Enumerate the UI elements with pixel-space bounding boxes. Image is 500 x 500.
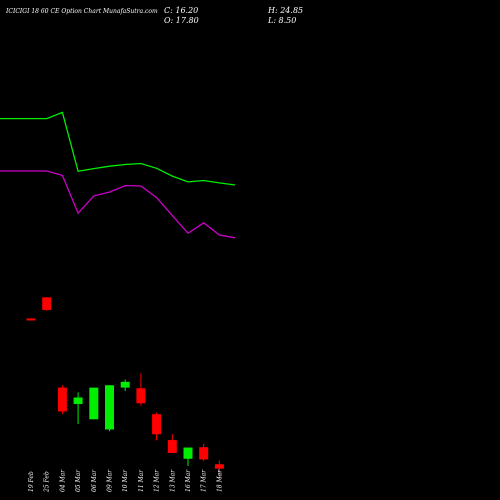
low-value: L: 8.50 xyxy=(268,16,297,25)
chart-title: ICICIGI 18 60 CE Option Chart MunafaSutr… xyxy=(6,8,158,15)
high-value: H: 24.85 xyxy=(268,6,304,15)
x-tick-label: 10 Mar xyxy=(122,469,129,492)
x-tick-label: 25 Feb xyxy=(44,471,51,493)
upper-band-line xyxy=(0,111,236,186)
candle-body xyxy=(42,297,52,310)
x-tick-label: 16 Mar xyxy=(185,469,192,492)
x-tick-label: 18 Mar xyxy=(216,469,223,492)
candle-body xyxy=(136,388,146,404)
candle-body xyxy=(26,318,36,321)
x-tick-label: 12 Mar xyxy=(154,469,161,492)
x-tick-label: 06 Mar xyxy=(91,469,98,492)
x-tick-label: 05 Mar xyxy=(75,469,82,492)
candle-body xyxy=(183,447,193,459)
candle-body xyxy=(152,414,162,435)
candle-body xyxy=(89,387,99,420)
x-tick-label: 17 Mar xyxy=(201,469,208,492)
lower-band-line xyxy=(0,170,236,239)
candle-body xyxy=(167,440,177,453)
candle-body xyxy=(57,387,67,412)
candle-body xyxy=(105,385,114,430)
candle-body xyxy=(214,464,224,469)
x-tick-label: 13 Mar xyxy=(169,469,176,492)
close-value: C: 16.20 xyxy=(164,6,199,15)
x-tick-label: 19 Feb xyxy=(28,471,35,492)
candle-body xyxy=(73,397,83,404)
candle-body xyxy=(120,381,130,388)
x-tick-label: 09 Mar xyxy=(107,469,114,492)
open-value: O: 17.80 xyxy=(164,16,199,25)
x-tick-label: 04 Mar xyxy=(59,469,66,492)
x-tick-label: 11 Mar xyxy=(138,469,145,492)
candle-body xyxy=(199,447,209,460)
